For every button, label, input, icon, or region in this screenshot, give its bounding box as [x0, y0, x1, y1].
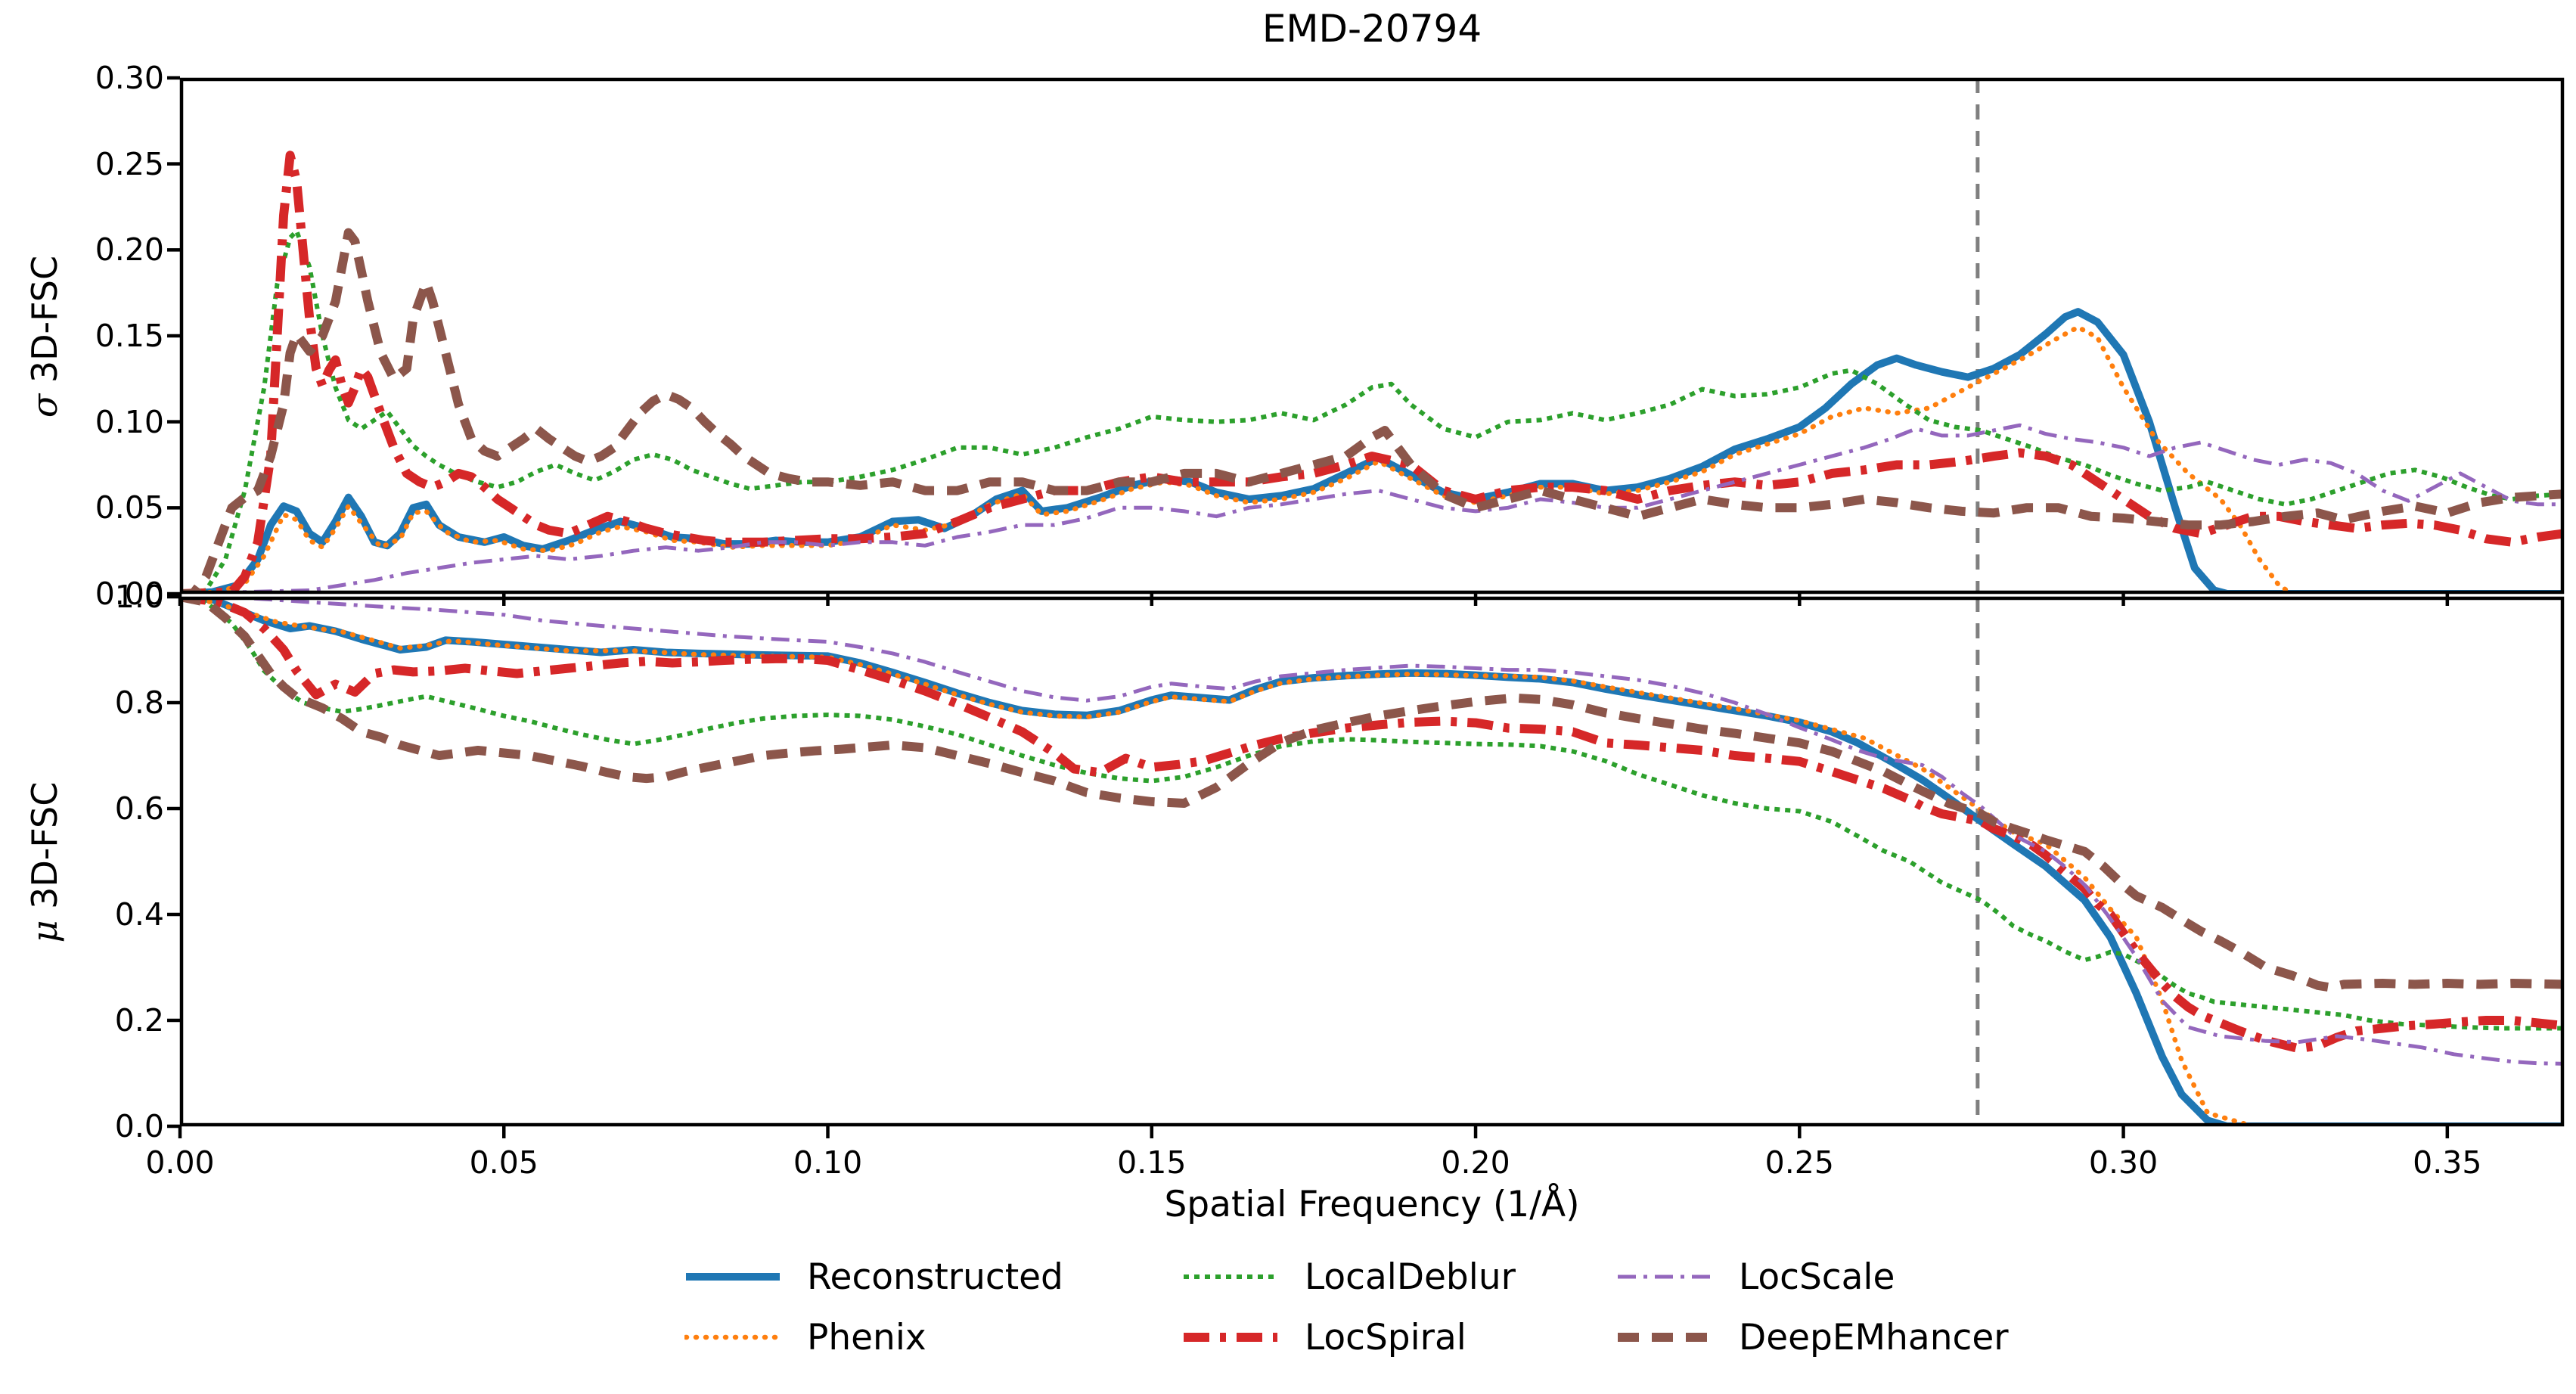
y-axis-label-mu: μ 3D-FSC [24, 781, 65, 943]
y-tick-label: 0.25 [95, 145, 164, 182]
plot-border [179, 596, 2565, 1127]
y-tick-label: 1.0 [114, 579, 164, 615]
legend-line-swatch [1184, 1333, 1277, 1342]
series-localdeblur [180, 228, 2564, 594]
y-tick-label: 0.15 [95, 318, 164, 354]
series-locscale [180, 423, 2564, 594]
y-tick-label: 0.05 [95, 489, 164, 526]
series-group [180, 78, 2564, 594]
mu-plot [167, 595, 2565, 1138]
legend-line-swatch [1618, 1274, 1712, 1279]
page-title: EMD-20794 [1262, 7, 1482, 51]
x-tick-label: 0.00 [145, 1144, 215, 1181]
y-tick-label: 0.4 [114, 896, 164, 933]
y-tick-label: 0.8 [114, 685, 164, 721]
series-locspiral [180, 597, 2564, 1054]
y-tick-label: 0.10 [95, 403, 164, 440]
legend-line-swatch [686, 1273, 780, 1281]
legend-item-locscale: LocScale [1616, 1253, 1895, 1301]
x-tick-label: 0.35 [2413, 1144, 2482, 1181]
legend-label: Reconstructed [807, 1256, 1063, 1298]
legend-label: Phenix [807, 1316, 926, 1358]
legend-label: LocSpiral [1305, 1316, 1466, 1358]
legend-label: DeepEMhancer [1739, 1316, 2009, 1358]
series-locscale [180, 597, 2564, 1066]
x-tick-label: 0.15 [1117, 1144, 1187, 1181]
legend-item-localdeblur: LocalDeblur [1182, 1253, 1516, 1301]
sigma-plot [167, 76, 2565, 606]
y-tick-label: 0.20 [95, 231, 164, 269]
series-phenix [180, 597, 2564, 1126]
series-locspiral [180, 151, 2564, 594]
x-axis-label: Spatial Frequency (1/Å) [1164, 1184, 1580, 1225]
x-tick-label: 0.10 [793, 1144, 863, 1181]
x-tick-label: 0.05 [469, 1144, 538, 1181]
series-localdeblur [180, 597, 2564, 1031]
y-tick-label: 0.2 [114, 1002, 164, 1039]
y-tick-label: 0.30 [95, 60, 164, 96]
series-deepemhancer [180, 597, 2564, 992]
x-tick-label: 0.25 [1764, 1144, 1834, 1181]
legend-item-reconstructed: Reconstructed [684, 1253, 1063, 1301]
plot-border [179, 77, 2565, 595]
legend-line-swatch [1184, 1274, 1277, 1279]
legend-item-deepemhancer: DeepEMhancer [1616, 1313, 2009, 1361]
series-reconstructed [180, 597, 2564, 1126]
legend-line-swatch [684, 1334, 781, 1340]
y-tick-label: 0.00 [95, 576, 164, 612]
legend-label: LocalDeblur [1305, 1256, 1516, 1298]
x-tick-label: 0.20 [1441, 1144, 1510, 1181]
legend-label: LocScale [1739, 1256, 1895, 1298]
series-group [180, 597, 2564, 1126]
y-tick-label: 0.6 [114, 790, 164, 827]
x-tick-label: 0.30 [2088, 1144, 2159, 1181]
legend-item-locspiral: LocSpiral [1182, 1313, 1466, 1361]
legend-item-phenix: Phenix [684, 1313, 926, 1361]
y-tick-label: 0.0 [114, 1108, 164, 1144]
series-deepemhancer [180, 228, 2564, 594]
legend-line-swatch [1618, 1333, 1712, 1342]
